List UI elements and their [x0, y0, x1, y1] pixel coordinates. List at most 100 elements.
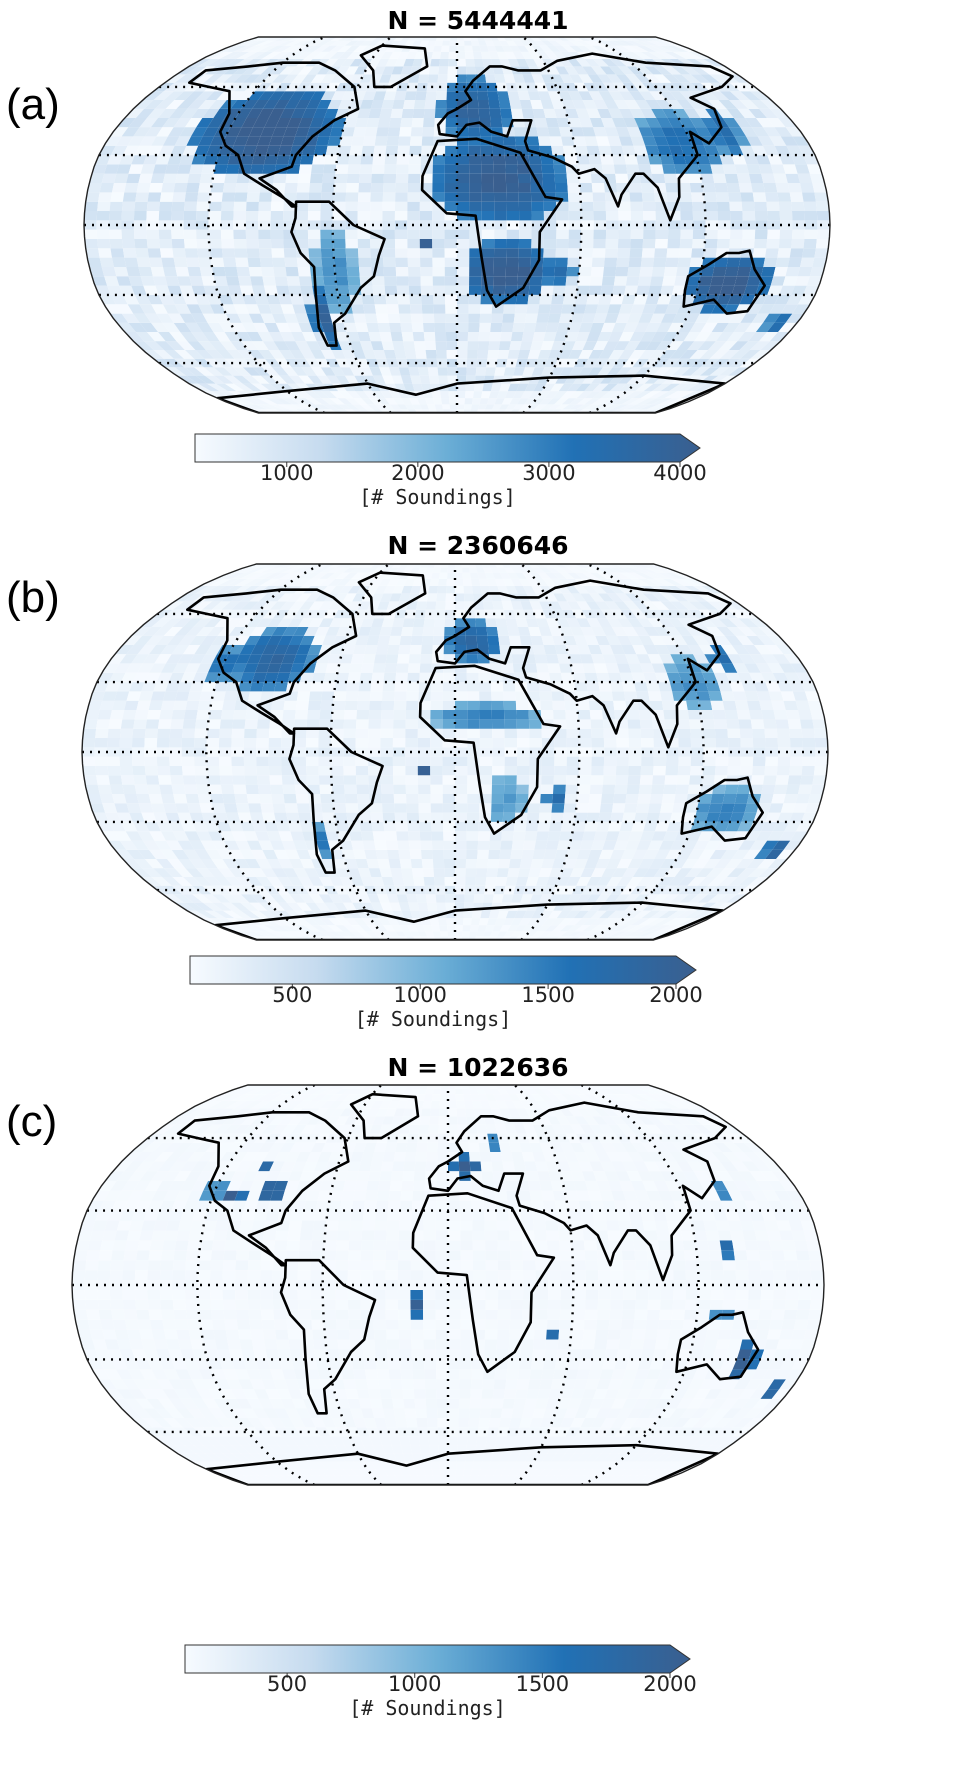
heatmap-cell — [492, 738, 505, 748]
heatmap-cell — [542, 173, 556, 184]
heatmap-cell — [177, 276, 192, 286]
heatmap-cell — [444, 626, 455, 636]
heatmap-cell — [206, 756, 220, 766]
heatmap-cell — [231, 831, 247, 841]
heatmap-cell — [361, 294, 375, 305]
heatmap-cell — [503, 367, 516, 376]
heatmap-cell — [204, 375, 225, 384]
heatmap-cell — [241, 341, 259, 351]
heatmap-cell — [634, 812, 649, 822]
heatmap-cell — [270, 66, 288, 75]
heatmap-cell — [778, 117, 797, 128]
heatmap-cell — [767, 211, 781, 221]
heatmap-cell — [343, 117, 358, 128]
heatmap-cell — [343, 775, 357, 785]
heatmap-cell — [615, 37, 633, 41]
heatmap-cell — [122, 859, 143, 869]
heatmap-cell — [629, 37, 647, 41]
heatmap-cell — [336, 155, 350, 165]
heatmap-cell — [641, 747, 654, 757]
heatmap-cell — [576, 700, 590, 711]
heatmap-cell — [436, 82, 448, 92]
heatmap-cell — [582, 925, 599, 932]
heatmap-cell — [239, 155, 255, 165]
heatmap-cell — [559, 868, 574, 878]
heatmap-cell — [270, 894, 287, 903]
heatmap-cell — [655, 341, 673, 351]
heatmap-cell — [814, 192, 829, 202]
heatmap-cell — [681, 840, 698, 850]
heatmap-cell — [260, 626, 278, 636]
heatmap-cell — [120, 672, 138, 683]
heatmap-cell — [666, 192, 680, 202]
heatmap-cell — [464, 391, 474, 399]
heatmap-cell — [99, 183, 114, 193]
heatmap-cell — [605, 238, 619, 249]
heatmap-cell — [335, 375, 350, 384]
heatmap-cell — [185, 257, 200, 267]
heatmap-cell — [488, 644, 501, 655]
heatmap-cell — [175, 173, 190, 184]
heatmap-cell — [222, 183, 237, 193]
heatmap-cell — [136, 257, 151, 267]
heatmap-cell — [389, 391, 402, 399]
heatmap-cell — [478, 672, 491, 683]
heatmap-cell — [506, 211, 520, 221]
heatmap-cell — [342, 902, 357, 911]
heatmap-cell — [295, 700, 310, 711]
heatmap-cell — [765, 756, 779, 766]
heatmap-cell — [201, 682, 217, 692]
heatmap-cell — [608, 66, 626, 75]
heatmap-cell — [303, 626, 319, 636]
heatmap-cell — [564, 700, 578, 711]
heatmap-cell — [485, 367, 496, 376]
heatmap-cell — [196, 201, 210, 212]
heatmap-cell — [509, 99, 522, 109]
heatmap-cell — [344, 404, 359, 410]
heatmap-cell — [748, 108, 768, 118]
heatmap-cell — [431, 391, 442, 399]
heatmap-cell — [111, 793, 127, 804]
heatmap-cell — [367, 925, 381, 932]
heatmap-cell — [407, 173, 421, 184]
heatmap-cell — [357, 691, 371, 701]
heatmap-cell — [463, 910, 473, 919]
heatmap-cell — [603, 358, 619, 368]
heatmap-cell — [505, 276, 518, 286]
heatmap-cell — [494, 398, 505, 405]
heatmap-cell — [126, 173, 141, 184]
heatmap-cell — [90, 691, 106, 701]
heatmap-cell — [681, 812, 697, 822]
heatmap-cell — [349, 99, 363, 109]
heatmap-cell — [633, 910, 652, 919]
heatmap-cell — [699, 367, 720, 376]
heatmap-cell — [606, 877, 623, 886]
heatmap-cell — [228, 849, 245, 860]
heatmap-cell — [131, 654, 150, 664]
heatmap-cell — [506, 201, 520, 212]
heatmap-cell — [661, 793, 676, 804]
heatmap-cell — [590, 173, 605, 184]
heatmap-cell — [145, 775, 160, 785]
heatmap-cell — [381, 700, 395, 711]
heatmap-cell — [707, 894, 728, 903]
heatmap-cell — [604, 257, 618, 267]
heatmap-cell — [494, 45, 505, 52]
heatmap-cell — [187, 266, 202, 277]
heatmap-cell — [391, 925, 403, 932]
heatmap-cell — [568, 391, 585, 399]
heatmap-cell — [694, 383, 717, 392]
heatmap-cell — [262, 74, 280, 83]
heatmap-cell — [266, 831, 282, 841]
heatmap-cell — [160, 663, 178, 673]
heatmap-cell — [82, 756, 96, 766]
heatmap-cell — [626, 383, 645, 392]
heatmap-cell — [679, 894, 699, 903]
heatmap-cell — [528, 775, 542, 785]
heatmap-cell — [522, 367, 535, 376]
heatmap-cell — [661, 358, 680, 368]
heatmap-cell — [428, 37, 438, 41]
heatmap-cell — [435, 99, 447, 109]
heatmap-cell — [258, 793, 273, 804]
heatmap-cell — [201, 894, 222, 903]
